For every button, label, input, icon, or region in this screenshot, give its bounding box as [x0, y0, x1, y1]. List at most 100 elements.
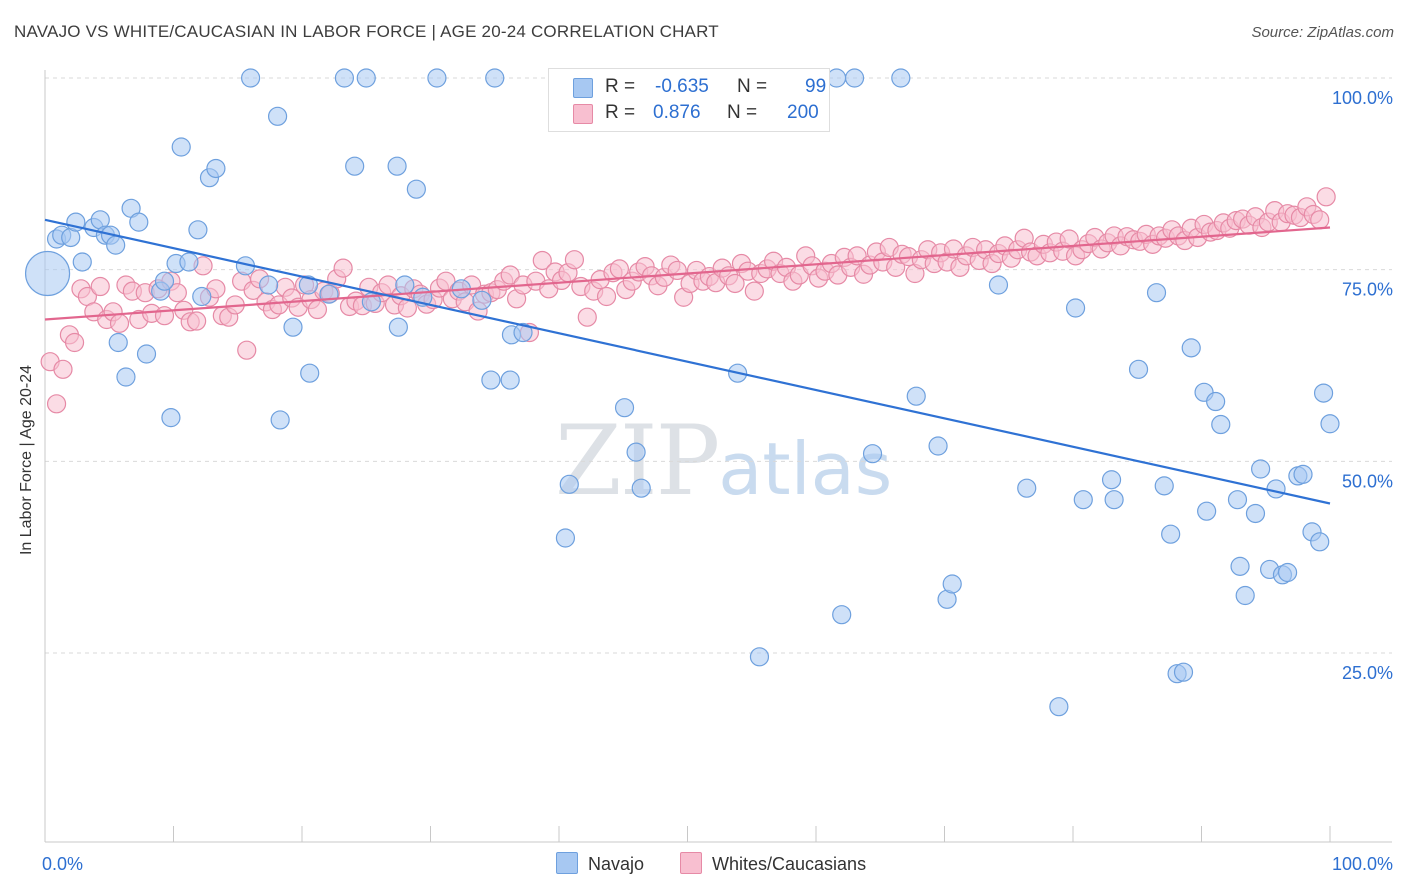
data-point-navajo	[1049, 697, 1069, 717]
data-point-white	[64, 332, 85, 353]
data-point-navajo	[749, 647, 770, 667]
data-point-navajo	[500, 370, 520, 390]
data-point-white	[1310, 210, 1330, 230]
data-point-navajo	[356, 68, 376, 88]
legend-n-value: 99	[805, 76, 827, 97]
legend-n-label: N =	[737, 76, 768, 97]
data-point-navajo	[988, 275, 1009, 295]
data-point-navajo	[387, 156, 407, 176]
data-point-white	[333, 258, 353, 278]
data-point-navajo	[485, 68, 505, 88]
legend-swatch-white	[573, 104, 593, 124]
legend-r-label: R =	[605, 76, 636, 97]
data-point-white	[1316, 187, 1336, 207]
data-point-navajo	[1128, 359, 1149, 379]
data-point-white	[532, 250, 552, 271]
data-point-navajo	[1245, 503, 1266, 524]
data-point-navajo	[862, 444, 883, 464]
data-point-navajo	[1227, 490, 1248, 510]
data-point-navajo	[283, 317, 303, 337]
y-axis-label: In Labor Force | Age 20-24	[18, 364, 35, 556]
series-whites-points	[40, 187, 1336, 414]
data-point-white	[1059, 229, 1079, 249]
legend-swatch-navajo	[573, 78, 593, 98]
data-point-navajo	[188, 220, 208, 240]
data-point-navajo	[334, 68, 355, 88]
data-point-navajo	[298, 275, 319, 295]
gridlines	[45, 77, 1392, 654]
x-tick-label: 100.0%	[1332, 854, 1393, 874]
x-tick-label: 0.0%	[42, 854, 83, 874]
data-point-navajo	[1146, 283, 1167, 303]
data-point-navajo	[1161, 524, 1181, 544]
trend-line-navajo	[44, 218, 1331, 505]
trend-lines	[44, 218, 1331, 505]
trend-line-white	[44, 226, 1331, 321]
data-point-navajo	[72, 252, 92, 272]
bottom-legend-swatch-navajo	[556, 852, 578, 874]
legend-n-label: N =	[727, 102, 758, 123]
data-point-navajo	[192, 286, 212, 307]
data-point-navajo	[1320, 414, 1340, 434]
legend-n-value: 200	[787, 102, 819, 123]
y-tick-label: 75.0%	[1342, 280, 1393, 300]
data-point-white	[744, 281, 764, 301]
data-point-navajo	[614, 398, 635, 418]
data-point-navajo	[1251, 459, 1271, 479]
data-point-navajo	[136, 344, 157, 364]
data-point-navajo	[906, 386, 926, 406]
data-point-white	[109, 313, 130, 333]
legend-r-value: 0.876	[653, 102, 701, 123]
chart-title: NAVAJO VS WHITE/CAUCASIAN IN LABOR FORCE…	[14, 22, 719, 41]
bottom-legend-navajo: Navajo	[556, 852, 644, 875]
data-point-navajo	[171, 137, 191, 157]
axes	[44, 70, 1392, 843]
data-point-white	[725, 273, 745, 294]
legend-r-value: -0.635	[655, 76, 709, 97]
data-point-navajo	[1230, 556, 1250, 576]
watermark-atlas: atlas	[718, 427, 893, 511]
data-point-navajo	[267, 106, 288, 126]
data-point-navajo	[1154, 476, 1174, 496]
data-point-navajo	[631, 478, 651, 498]
bottom-legend-swatch-white	[680, 852, 702, 874]
data-point-navajo	[106, 235, 126, 255]
data-point-navajo	[300, 363, 320, 383]
data-point-white	[237, 340, 257, 360]
data-point-white	[307, 299, 328, 320]
data-point-white	[596, 286, 617, 307]
data-point-navajo	[826, 68, 847, 88]
data-point-white	[500, 265, 520, 285]
data-point-navajo	[395, 275, 415, 295]
data-point-navajo	[1073, 490, 1093, 510]
data-point-navajo	[1293, 464, 1313, 484]
data-point-navajo	[1277, 562, 1298, 583]
data-point-navajo	[24, 250, 71, 297]
source-label: Source: ZipAtlas.com	[1251, 24, 1394, 41]
bottom-legend-label-navajo: Navajo	[588, 854, 645, 874]
data-point-navajo	[1206, 391, 1226, 412]
data-point-navajo	[1181, 338, 1201, 358]
bottom-legend-white: Whites/Caucasians	[680, 852, 866, 875]
data-point-navajo	[161, 408, 181, 428]
data-point-white	[90, 276, 110, 297]
data-point-navajo	[513, 322, 533, 343]
data-point-navajo	[555, 528, 576, 548]
data-point-navajo	[1017, 478, 1037, 498]
data-point-navajo	[559, 474, 579, 494]
x-tick-labels: 0.0% 100.0%	[42, 854, 1393, 874]
correlation-legend: R = -0.635 N = 99 R = 0.876 N = 200	[548, 68, 830, 132]
data-point-navajo	[108, 332, 128, 353]
data-point-navajo	[129, 212, 149, 232]
data-point-navajo	[626, 442, 646, 462]
y-tick-labels: 25.0% 50.0% 75.0% 100.0%	[1332, 88, 1393, 683]
data-point-navajo	[258, 275, 279, 295]
data-point-navajo	[928, 436, 948, 456]
series-navajo-points	[24, 68, 1340, 717]
data-point-navajo	[1211, 414, 1231, 435]
data-point-navajo	[1266, 479, 1286, 499]
data-point-navajo	[116, 367, 136, 387]
data-point-white	[53, 359, 73, 379]
bottom-legend-label-white: Whites/Caucasians	[712, 854, 867, 874]
y-tick-label: 25.0%	[1342, 663, 1393, 683]
